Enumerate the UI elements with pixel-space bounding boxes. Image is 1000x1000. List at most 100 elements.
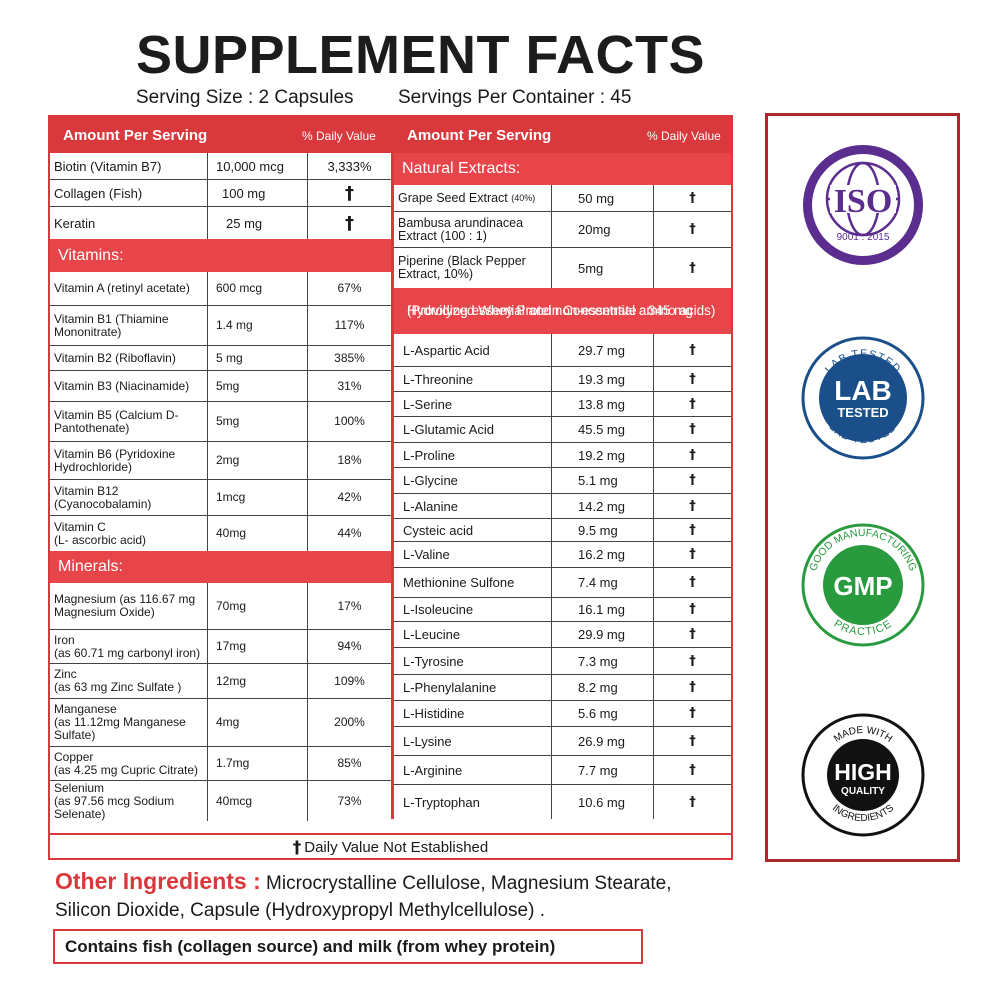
gmp-badge: GOOD MANUFACTURING PRACTICE GMP: [800, 522, 926, 648]
nutrient-amount: 14.2 mg: [552, 494, 654, 518]
table-row: L-Isoleucine 16.1 mg †: [394, 598, 731, 622]
natural-extracts-header: Natural Extracts:: [394, 153, 731, 185]
daily-value-footnote: † Daily Value Not Established: [50, 833, 731, 860]
dagger-icon: †: [689, 575, 696, 590]
footnote-text: Daily Value Not Established: [304, 839, 489, 856]
dagger-icon: †: [689, 260, 696, 276]
nutrient-amount: 40mg: [208, 516, 308, 551]
nutrient-name: L-Isoleucine: [394, 598, 552, 621]
table-row: Methionine Sulfone 7.4 mg †: [394, 568, 731, 598]
nutrient-name: Vitamin B6 (Pyridoxine Hydrochloride): [50, 442, 208, 479]
nutrient-name: Copper (as 4.25 mg Cupric Citrate): [50, 747, 208, 780]
nutrient-amount: 16.1 mg: [552, 598, 654, 621]
other-ingredients-label: Other Ingredients :: [55, 868, 261, 894]
dagger-icon: †: [689, 794, 696, 810]
nutrient-amount: 2mg: [208, 442, 308, 479]
name-line: Vitamin B12: [54, 483, 119, 498]
name-line: Grape Seed Extract: [398, 190, 508, 205]
name-line: Vitamin B1 (Thiamine: [54, 311, 169, 326]
nutrient-name: L-Valine: [394, 542, 552, 567]
allergen-statement: Contains fish (collagen source) and milk…: [53, 929, 643, 964]
table-row: L-Alanine 14.2 mg †: [394, 494, 731, 519]
dagger-icon: †: [689, 627, 696, 642]
nutrient-name: L-Tryptophan: [394, 785, 552, 819]
right-column: Amount Per Serving % Daily Value Natural…: [391, 117, 731, 819]
name-line: Copper: [54, 749, 94, 764]
nutrient-name: Vitamin B1 (Thiamine Mononitrate): [50, 306, 208, 345]
nutrient-name: Vitamin B2 (Riboflavin): [50, 346, 208, 370]
nutrient-name: Magnesium (as 116.67 mg Magnesium Oxide): [50, 583, 208, 629]
dagger-icon: †: [689, 653, 696, 669]
nutrient-name: L-Histidine: [394, 701, 552, 726]
name-line: (Cyanocobalamin): [54, 496, 152, 511]
left-column: Amount Per Serving % Daily Value Biotin …: [50, 117, 391, 821]
nutrient-amount: 10.6 mg: [552, 785, 654, 819]
table-row: L-Lysine 26.9 mg †: [394, 727, 731, 756]
table-row: Vitamin C (L- ascorbic acid) 40mg 44%: [50, 516, 391, 551]
nutrient-name: L-Tyrosine: [394, 648, 552, 674]
name-line: Vitamin C: [54, 519, 106, 534]
nutrient-amount: 7.7 mg: [552, 756, 654, 784]
hq-line1: HIGH: [834, 759, 892, 785]
name-line: Magnesium (as 116.67 mg: [54, 592, 196, 606]
nutrient-dv: 200%: [334, 715, 365, 729]
dagger-icon: †: [689, 498, 696, 514]
nutrient-amount: 40mcg: [208, 781, 308, 821]
high-quality-badge: MADE WITH INGREDIENTS HIGH QUALITY: [800, 712, 926, 838]
nutrient-name: Vitamin C (L- ascorbic acid): [50, 516, 208, 551]
name-line: Piperine (Black Pepper: [398, 254, 526, 268]
nutrient-amount: 26.9 mg: [552, 727, 654, 755]
name-line: Sulfate): [54, 728, 96, 742]
table-row: L-Leucine 29.9 mg †: [394, 622, 731, 648]
table-row: Grape Seed Extract (40%) 50 mg †: [394, 185, 731, 212]
nutrient-amount: 5mg: [552, 248, 654, 288]
nutrient-dv: 117%: [334, 318, 365, 332]
table-row: L-Valine 16.2 mg †: [394, 542, 731, 568]
gmp-main-text: GMP: [833, 571, 892, 601]
gmp-icon: GOOD MANUFACTURING PRACTICE GMP: [801, 523, 925, 647]
iso-main-text: ISO: [834, 183, 893, 220]
name-line: Selenium: [54, 781, 105, 795]
nutrient-amount: 13.8 mg: [552, 392, 654, 416]
nutrient-dv: 42%: [337, 490, 362, 504]
nutrient-name: L-Proline: [394, 443, 552, 467]
daily-value-label: % Daily Value: [647, 129, 721, 143]
dagger-icon: †: [689, 447, 696, 463]
nutrient-dv: 67%: [337, 281, 362, 295]
nutrient-amount: 600 mcg: [208, 272, 308, 305]
table-row: Bambusa arundinacea Extract (100 : 1) 20m…: [394, 212, 731, 248]
nutrient-amount: 50 mg: [552, 185, 654, 211]
name-note: (40%): [511, 192, 536, 203]
table-row: Vitamin B1 (Thiamine Mononitrate) 1.4 mg …: [50, 306, 391, 346]
nutrient-amount: 70mg: [208, 583, 308, 629]
nutrient-name: Keratin: [50, 207, 208, 239]
natural-extracts-table: Grape Seed Extract (40%) 50 mg † Bambusa…: [394, 185, 731, 288]
name-line: (as 11.12mg Manganese: [54, 715, 186, 729]
serving-size: Serving Size : 2 Capsules: [136, 87, 354, 108]
left-header: Amount Per Serving % Daily Value: [50, 117, 391, 153]
nutrient-name: Grape Seed Extract (40%): [394, 185, 552, 211]
page-title: SUPPLEMENT FACTS: [136, 25, 706, 85]
dagger-icon: †: [689, 342, 696, 358]
nutrient-dv: 17%: [337, 598, 362, 613]
nutrient-amount: 5mg: [208, 402, 308, 441]
iso-icon: ISO 9001 : 2015: [803, 145, 923, 265]
nutrient-amount: 17mg: [208, 630, 308, 663]
nutrient-amount: 1.7mg: [208, 747, 308, 780]
lab-tested-icon: LAB TESTED LAB TESTED LAB TESTED: [801, 336, 925, 460]
vitamins-label: Vitamins:: [58, 246, 124, 264]
dagger-icon: †: [345, 182, 354, 204]
nutrient-name: Iron (as 60.71 mg carbonyl iron): [50, 630, 208, 663]
nutrient-amount: 5mg: [208, 371, 308, 401]
whey-header: Hydrolyzed Whey Protein Concentrate : 34…: [394, 288, 731, 334]
lab-line1: LAB: [834, 375, 892, 406]
table-row: L-Glutamic Acid 45.5 mg †: [394, 417, 731, 443]
facts-panel: Amount Per Serving % Daily Value Biotin …: [48, 115, 733, 860]
minerals-header: Minerals:: [50, 551, 391, 583]
amount-per-serving-label: Amount Per Serving: [63, 127, 208, 144]
table-row: L-Histidine 5.6 mg †: [394, 701, 731, 727]
dagger-icon: †: [689, 522, 696, 538]
table-row: Iron (as 60.71 mg carbonyl iron) 17mg 94%: [50, 630, 391, 664]
name-line: Mononitrate): [54, 324, 122, 339]
nutrient-name: Vitamin B3 (Niacinamide): [50, 371, 208, 401]
